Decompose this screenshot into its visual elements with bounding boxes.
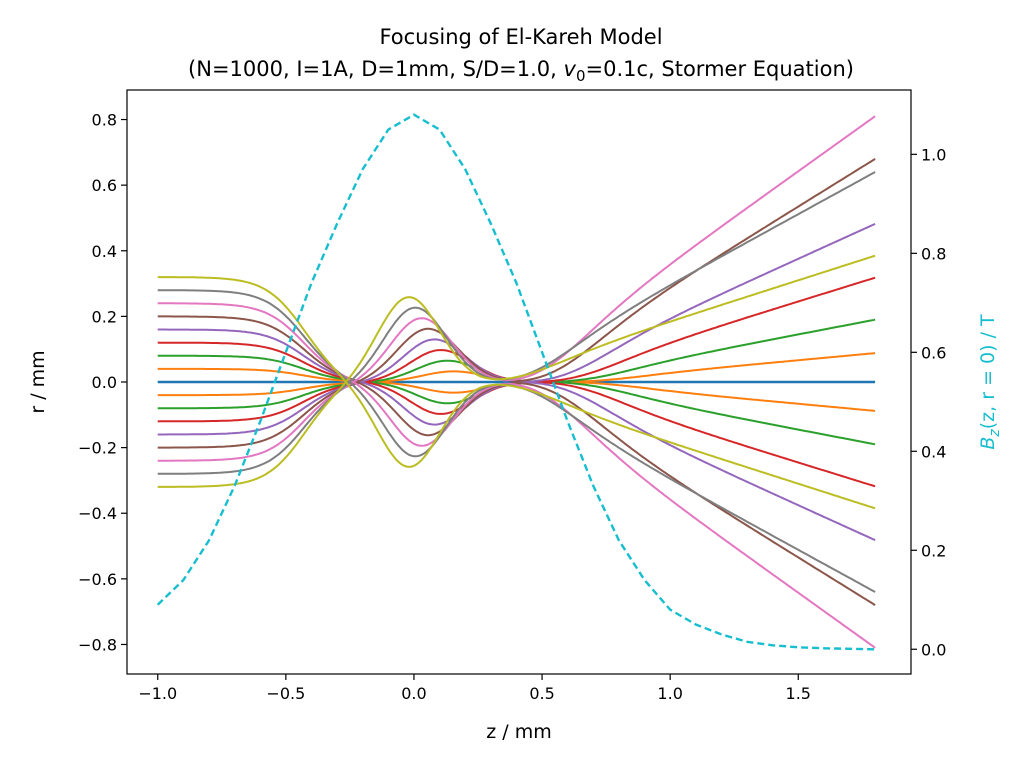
x-tick-label: −1.0 bbox=[138, 684, 177, 703]
trajectory-line bbox=[157, 222, 876, 436]
trajectory-line bbox=[157, 302, 876, 649]
x-tick-label: −0.5 bbox=[266, 684, 305, 703]
y-axis-right-label: Bz(z, r = 0) / T bbox=[977, 314, 1003, 450]
y-tick-label: 0.8 bbox=[92, 111, 117, 130]
y-tick-label: 0.4 bbox=[92, 242, 117, 261]
y-tick-label: 0.0 bbox=[92, 373, 117, 392]
x-tick-label: 1.5 bbox=[786, 684, 811, 703]
trajectory-line bbox=[157, 315, 876, 606]
y2-tick-label: 0.2 bbox=[921, 541, 946, 560]
y-tick-label: −0.8 bbox=[78, 635, 117, 654]
trajectory-line bbox=[157, 115, 876, 462]
subtitle-prefix: (N=1000, I=1A, D=1mm, S/D=1.0, bbox=[188, 57, 563, 81]
y2-label-subscript: z bbox=[987, 429, 1003, 438]
subtitle-suffix: =0.1c, Stormer Equation) bbox=[586, 57, 854, 81]
y-axis-left: −0.8 −0.6 −0.4 −0.2 0.0 0.2 0.4 0.6 0.8 bbox=[78, 111, 127, 654]
subtitle-math-subscript: 0 bbox=[576, 67, 586, 85]
y2-tick-label: 1.0 bbox=[921, 145, 946, 164]
field-curve-layer bbox=[156, 113, 876, 651]
x-tick-label: 0.0 bbox=[401, 684, 426, 703]
y-tick-label: −0.2 bbox=[78, 439, 117, 458]
subtitle-math-symbol: v bbox=[564, 57, 577, 81]
y-tick-label: −0.6 bbox=[78, 570, 117, 589]
y-axis-right: 0.0 0.2 0.4 0.6 0.8 1.0 bbox=[911, 145, 946, 659]
y2-tick-label: 0.6 bbox=[921, 343, 946, 362]
chart-title: Focusing of El-Kareh Model bbox=[379, 25, 662, 49]
y-tick-label: −0.4 bbox=[78, 504, 117, 523]
trajectory-line bbox=[157, 158, 876, 449]
y2-label-symbol: B bbox=[977, 437, 999, 450]
y-tick-label: 0.2 bbox=[92, 307, 117, 326]
y2-label-args: (z, r = 0) / T bbox=[977, 314, 999, 429]
trajectory-line bbox=[157, 276, 876, 510]
x-tick-label: 1.0 bbox=[657, 684, 682, 703]
x-axis-label: z / mm bbox=[486, 721, 551, 743]
x-axis: −1.0 −0.5 0.0 0.5 1.0 1.5 bbox=[138, 674, 811, 703]
x-tick-label: 0.5 bbox=[529, 684, 554, 703]
trajectory-line bbox=[157, 328, 876, 542]
y2-tick-label: 0.4 bbox=[921, 442, 946, 461]
chart-subtitle: (N=1000, I=1A, D=1mm, S/D=1.0, v0=0.1c, … bbox=[188, 57, 854, 85]
y2-tick-label: 0.0 bbox=[921, 640, 946, 659]
trajectory-line bbox=[157, 276, 876, 423]
series-layer bbox=[157, 115, 876, 649]
y2-tick-label: 0.8 bbox=[921, 244, 946, 263]
trajectory-line bbox=[157, 254, 876, 488]
y-tick-label: 0.6 bbox=[92, 176, 117, 195]
trajectory-line bbox=[157, 341, 876, 488]
field-curve-line bbox=[156, 113, 876, 651]
y-axis-label: r / mm bbox=[27, 350, 49, 413]
